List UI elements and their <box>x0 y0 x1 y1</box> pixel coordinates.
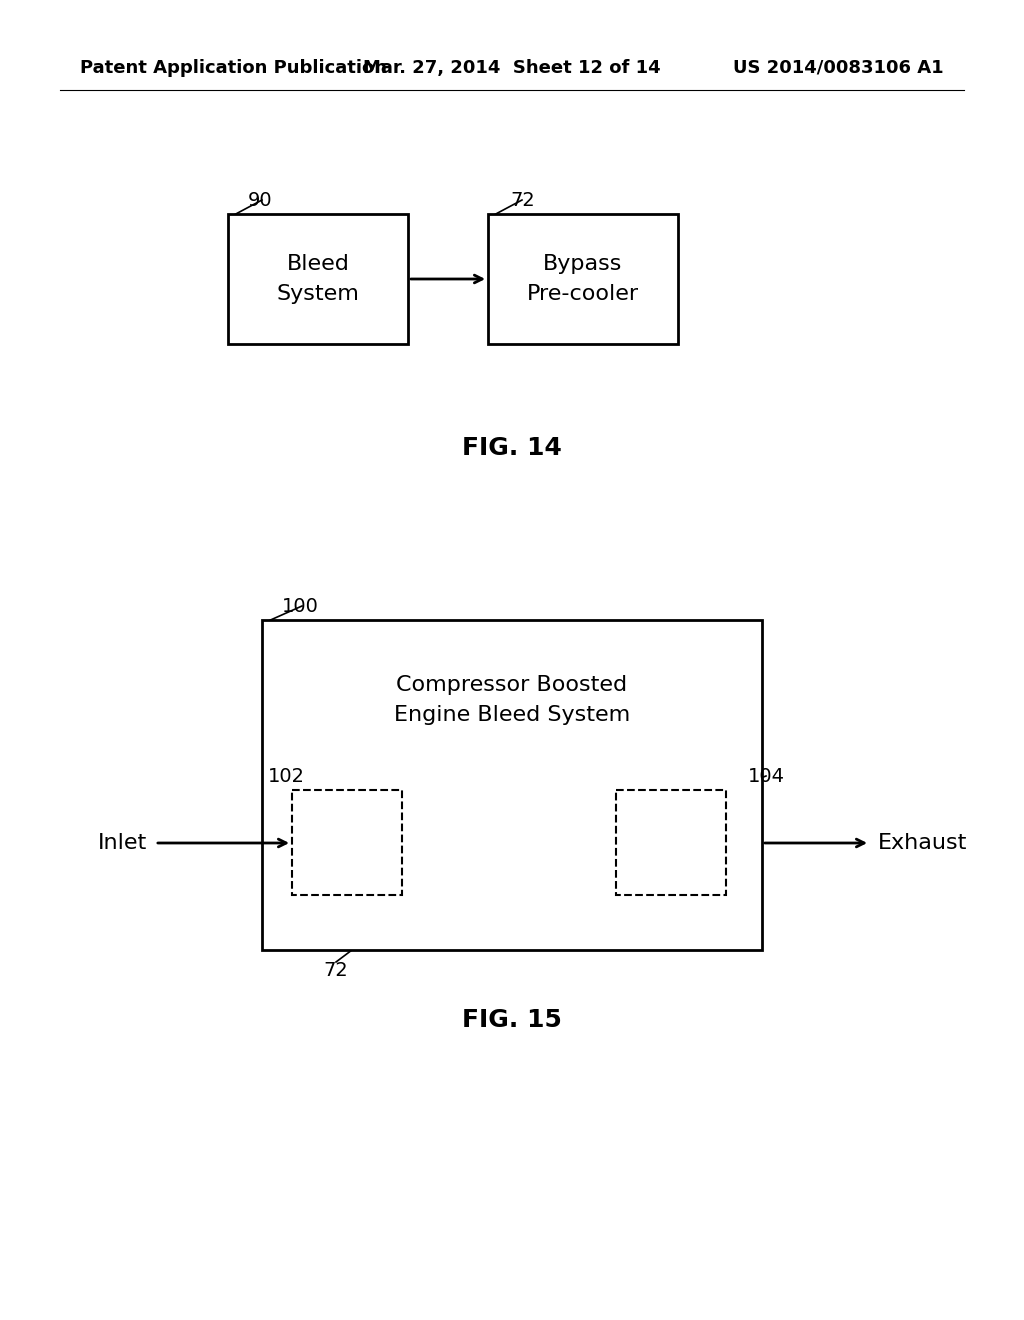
Text: 100: 100 <box>282 597 318 615</box>
Text: US 2014/0083106 A1: US 2014/0083106 A1 <box>733 59 944 77</box>
Text: Exhaust: Exhaust <box>878 833 968 853</box>
Text: Bleed
System: Bleed System <box>276 255 359 304</box>
Text: Inlet: Inlet <box>97 833 147 853</box>
Text: FIG. 14: FIG. 14 <box>462 436 562 459</box>
Text: 72: 72 <box>510 190 535 210</box>
Text: Mar. 27, 2014  Sheet 12 of 14: Mar. 27, 2014 Sheet 12 of 14 <box>364 59 660 77</box>
Text: 102: 102 <box>268 767 305 785</box>
Text: 90: 90 <box>248 190 272 210</box>
Text: FIG. 15: FIG. 15 <box>462 1008 562 1032</box>
Text: 72: 72 <box>324 961 348 979</box>
Text: 104: 104 <box>748 767 785 785</box>
Bar <box>488 214 678 345</box>
Bar <box>292 789 402 895</box>
Bar <box>262 620 762 950</box>
Bar <box>616 789 726 895</box>
Bar <box>228 214 408 345</box>
Text: Compressor Boosted
Engine Bleed System: Compressor Boosted Engine Bleed System <box>394 676 630 725</box>
Text: Patent Application Publication: Patent Application Publication <box>80 59 387 77</box>
Text: Bypass
Pre-cooler: Bypass Pre-cooler <box>527 255 639 304</box>
